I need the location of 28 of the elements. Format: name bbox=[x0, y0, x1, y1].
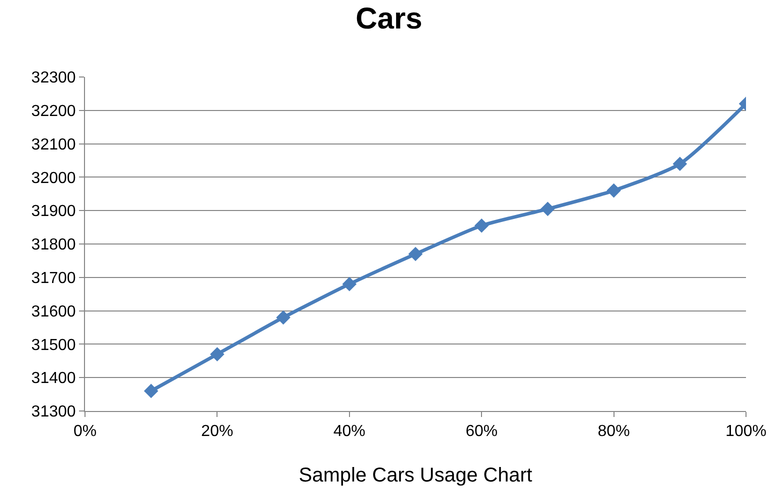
x-tick-label: 20% bbox=[201, 423, 234, 440]
x-tick-label: 0% bbox=[73, 423, 97, 440]
y-tick-label: 31700 bbox=[31, 270, 76, 287]
point bbox=[210, 347, 224, 362]
x-tick-label: 100% bbox=[726, 423, 766, 440]
y-tick-label: 31500 bbox=[31, 336, 76, 354]
y-tick-label: 31400 bbox=[31, 370, 76, 388]
y-tick-label: 32100 bbox=[31, 136, 76, 154]
x-tick-label: 60% bbox=[466, 423, 498, 440]
x-tick-label: 40% bbox=[333, 423, 366, 440]
point bbox=[342, 276, 357, 292]
x-axis-title: Sample Cars Usage Chart bbox=[298, 464, 533, 487]
point bbox=[276, 310, 290, 325]
y-tick-label: 32200 bbox=[31, 103, 76, 120]
y-tick-label: 31300 bbox=[31, 404, 76, 421]
point bbox=[606, 183, 621, 198]
point bbox=[474, 218, 489, 233]
y-tick-label: 31600 bbox=[31, 303, 76, 320]
x-tick-label: 80% bbox=[598, 423, 630, 440]
y-tick-label: 32000 bbox=[31, 170, 76, 187]
chart-title: Cars bbox=[356, 2, 422, 36]
y-tick-label: 31900 bbox=[31, 203, 76, 220]
point bbox=[408, 246, 423, 262]
point bbox=[672, 156, 688, 171]
point bbox=[540, 202, 555, 216]
y-tick-label: 31800 bbox=[31, 236, 76, 254]
point bbox=[144, 384, 158, 398]
y-tick-label: 32300 bbox=[31, 70, 76, 87]
